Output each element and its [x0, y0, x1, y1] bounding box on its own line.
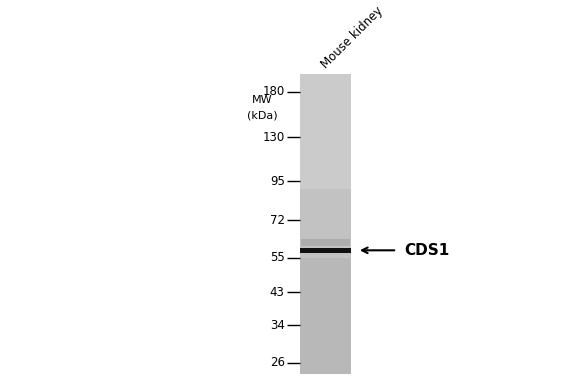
Text: MW: MW	[252, 95, 272, 105]
Bar	[300, 189, 351, 258]
Text: 55: 55	[270, 251, 285, 264]
Bar	[301, 239, 350, 246]
Bar	[300, 220, 351, 374]
Text: CDS1: CDS1	[404, 243, 449, 258]
Text: 130: 130	[262, 131, 285, 144]
Text: (kDa): (kDa)	[247, 110, 278, 121]
Text: Mouse kidney: Mouse kidney	[319, 4, 386, 71]
Text: 43: 43	[270, 286, 285, 299]
Text: 72: 72	[269, 214, 285, 226]
Text: 26: 26	[269, 356, 285, 369]
Text: 180: 180	[262, 85, 285, 98]
Text: 34: 34	[270, 319, 285, 332]
Text: 95: 95	[270, 175, 285, 188]
Bar	[300, 248, 351, 253]
Bar	[300, 74, 351, 220]
